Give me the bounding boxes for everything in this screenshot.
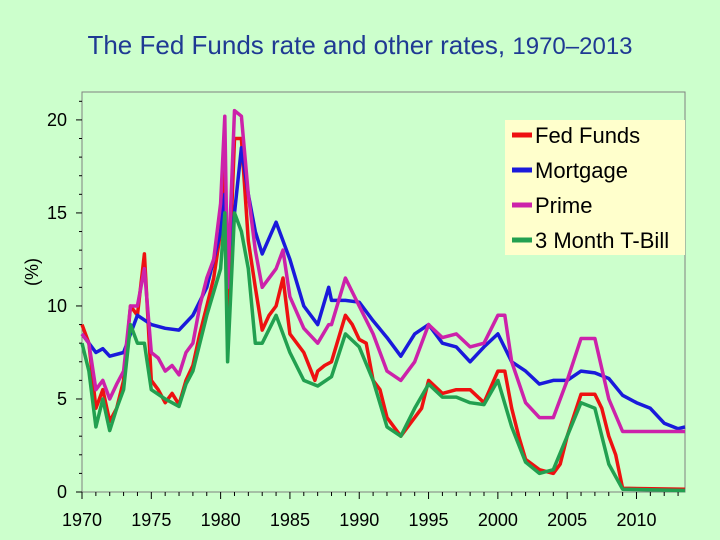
y-tick-label: 10 — [47, 296, 67, 316]
x-tick-label: 2005 — [547, 510, 587, 530]
legend: Fed Funds Mortgage Prime 3 Month T-Bill — [505, 120, 685, 255]
chart-title-years: 1970–2013 — [512, 33, 633, 60]
x-tick-label: 1975 — [131, 510, 171, 530]
x-tick-label: 2000 — [478, 510, 518, 530]
x-tick-label: 1980 — [201, 510, 241, 530]
legend-label: Mortgage — [535, 158, 628, 183]
y-tick-label: 5 — [57, 389, 67, 409]
x-tick-label: 1990 — [339, 510, 379, 530]
x-tick-label: 1985 — [270, 510, 310, 530]
y-axis-label: (%) — [22, 258, 42, 286]
axis-ticks — [76, 100, 679, 499]
chart-title: The Fed Funds rate and other rates, 1970… — [0, 30, 720, 61]
x-tick-label: 1970 — [62, 510, 102, 530]
series-line-3 — [80, 211, 686, 493]
legend-label: Fed Funds — [535, 123, 640, 148]
y-tick-label: 0 — [57, 482, 67, 502]
y-tick-label: 20 — [47, 110, 67, 130]
tick-labels: 0 5 10 15 20 1970 1975 1980 1985 1990 1995 2000 2005… — [47, 110, 657, 530]
series-line-2 — [80, 108, 685, 434]
legend-label: Prime — [535, 193, 592, 218]
y-tick-label: 15 — [47, 203, 67, 223]
chart-title-main: The Fed Funds rate and other rates, — [87, 30, 506, 60]
series-layer — [80, 108, 686, 493]
x-tick-label: 1995 — [409, 510, 449, 530]
legend-box — [505, 120, 685, 255]
legend-label: 3 Month T-Bill — [535, 228, 669, 253]
x-tick-label: 2010 — [616, 510, 656, 530]
